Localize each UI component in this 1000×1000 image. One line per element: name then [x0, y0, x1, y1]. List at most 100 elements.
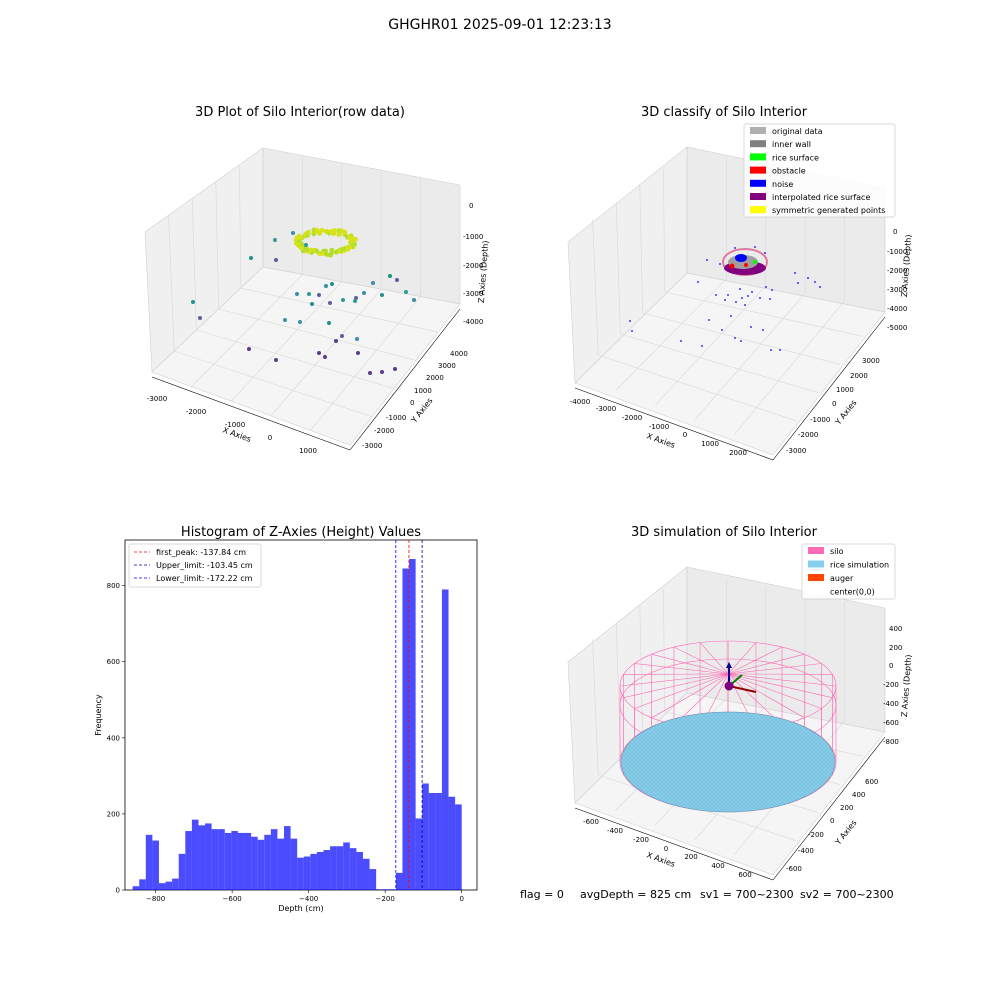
noise-point [719, 263, 721, 265]
panel4-ytick: 400 [852, 791, 865, 799]
raw-point [324, 284, 328, 288]
noise-point [807, 277, 809, 279]
panel4-xtick: -200 [633, 836, 649, 844]
panel4-legend: silorice simulationaugercenter(0,0) [802, 544, 895, 599]
panel4-ytick: -200 [808, 831, 824, 839]
noise-point [770, 349, 772, 351]
raw-point [329, 251, 334, 256]
panel2-xtick: -4000 [570, 398, 590, 406]
panel4-xtick: 600 [738, 871, 751, 879]
legend-label: symmetric generated points [772, 206, 885, 215]
histogram-bar [284, 826, 291, 890]
noise-point [701, 345, 703, 347]
legend-label: interpolated rice surface [772, 193, 870, 202]
panel3-xtick: 0 [459, 895, 463, 903]
panel1-ytick: 0 [410, 399, 414, 407]
histogram-bar [159, 883, 166, 890]
panel2-ytick: -1000 [810, 416, 830, 424]
noise-point [819, 286, 821, 288]
panel4-xtick: 200 [684, 853, 697, 861]
panel2-xlabel: X Axies [645, 431, 676, 450]
histogram-bar [442, 589, 449, 890]
panel4-ytick: -400 [798, 847, 814, 855]
legend-label: auger [830, 574, 854, 583]
panel4-ztick: 0 [889, 662, 893, 670]
raw-point [306, 230, 311, 235]
panel2-ytick: 3000 [862, 357, 880, 365]
histogram-bar [370, 869, 377, 890]
noise-point [765, 286, 767, 288]
legend-swatch [750, 127, 766, 134]
panel2-xtick: 0 [683, 431, 687, 439]
histogram-bar [396, 873, 403, 890]
legend-label: Upper_limit: -103.45 cm [156, 561, 253, 570]
raw-point [334, 339, 338, 343]
histogram-bar [258, 840, 265, 890]
legend-label: inner wall [772, 140, 811, 149]
raw-point [191, 300, 195, 304]
raw-point [317, 293, 321, 297]
panel1-title: 3D Plot of Silo Interior(row data) [195, 105, 405, 120]
noise-point [735, 301, 737, 303]
histogram-bar [455, 804, 462, 890]
legend-swatch [808, 547, 824, 554]
legend-swatch [808, 561, 824, 568]
legend-swatch [750, 167, 766, 174]
raw-point [247, 347, 251, 351]
panel1-xtick: 1000 [299, 447, 317, 455]
panel3-xticks: −800 −600 −400 −200 0 [146, 890, 464, 903]
raw-point [198, 316, 202, 320]
raw-point [323, 355, 327, 359]
panel2-xtick: -1000 [649, 423, 669, 431]
histogram-bar [343, 842, 350, 890]
panel1-ytick: -1000 [386, 414, 406, 422]
histogram-bar [198, 825, 205, 890]
panel2-title: 3D classify of Silo Interior [641, 105, 808, 120]
panel1-ytick: -3000 [362, 442, 382, 450]
raw-point [273, 238, 277, 242]
panel-raw-3d: 3D Plot of Silo Interior(row data) -3000… [145, 105, 490, 455]
panel4-xtick: 0 [664, 845, 668, 853]
histogram-bar [291, 839, 298, 890]
histogram-bar [238, 833, 245, 890]
raw-point [337, 232, 342, 237]
histogram-bar [376, 889, 383, 890]
legend-swatch [750, 193, 766, 200]
panel1-xtick: -2000 [186, 408, 206, 416]
noise-point [631, 330, 633, 332]
legend-label: original data [772, 127, 823, 136]
panel-classify-3d: 3D classify of Silo Interior -4000 -3000… [568, 105, 913, 460]
histogram-bar [212, 829, 219, 890]
panel3-title: Histogram of Z-Axies (Height) Values [181, 525, 421, 540]
histogram-bar [363, 859, 370, 890]
panel4-ytick: 200 [840, 804, 853, 812]
panel1-ytick: 3000 [438, 362, 456, 370]
panel1-ytick: -2000 [374, 427, 394, 435]
histogram-bar [449, 797, 456, 890]
histogram-bar [350, 848, 357, 890]
panel4-ztick: 200 [889, 644, 902, 652]
raw-point [334, 250, 339, 255]
panel4-ztick: -600 [883, 719, 899, 727]
panel2-ztick: 0 [893, 228, 897, 236]
panel3-xtick: −600 [223, 895, 242, 903]
legend-swatch [750, 180, 766, 187]
raw-point [371, 281, 375, 285]
raw-point [368, 371, 372, 375]
panel2-ztick: -4000 [887, 305, 907, 313]
raw-point [380, 370, 384, 374]
histogram-bar [389, 889, 396, 890]
panel3-yticks: 0200400600800 [107, 582, 125, 894]
histogram-bar [231, 831, 238, 890]
noise-point [759, 297, 761, 299]
panel2-ytick: 2000 [850, 372, 868, 380]
panel2-zlabel: Z Axies (Depth) [900, 234, 913, 297]
panel4-ytick: 600 [865, 778, 878, 786]
histogram-bar [402, 569, 409, 890]
noise-point [814, 281, 816, 283]
panel2-ytick: 0 [832, 400, 836, 408]
histogram-bar [205, 823, 212, 890]
noise-point [680, 340, 682, 342]
noise-point [724, 299, 726, 301]
panel-simulation-3d: 3D simulation of Silo Interior -600 -400… [568, 525, 913, 880]
